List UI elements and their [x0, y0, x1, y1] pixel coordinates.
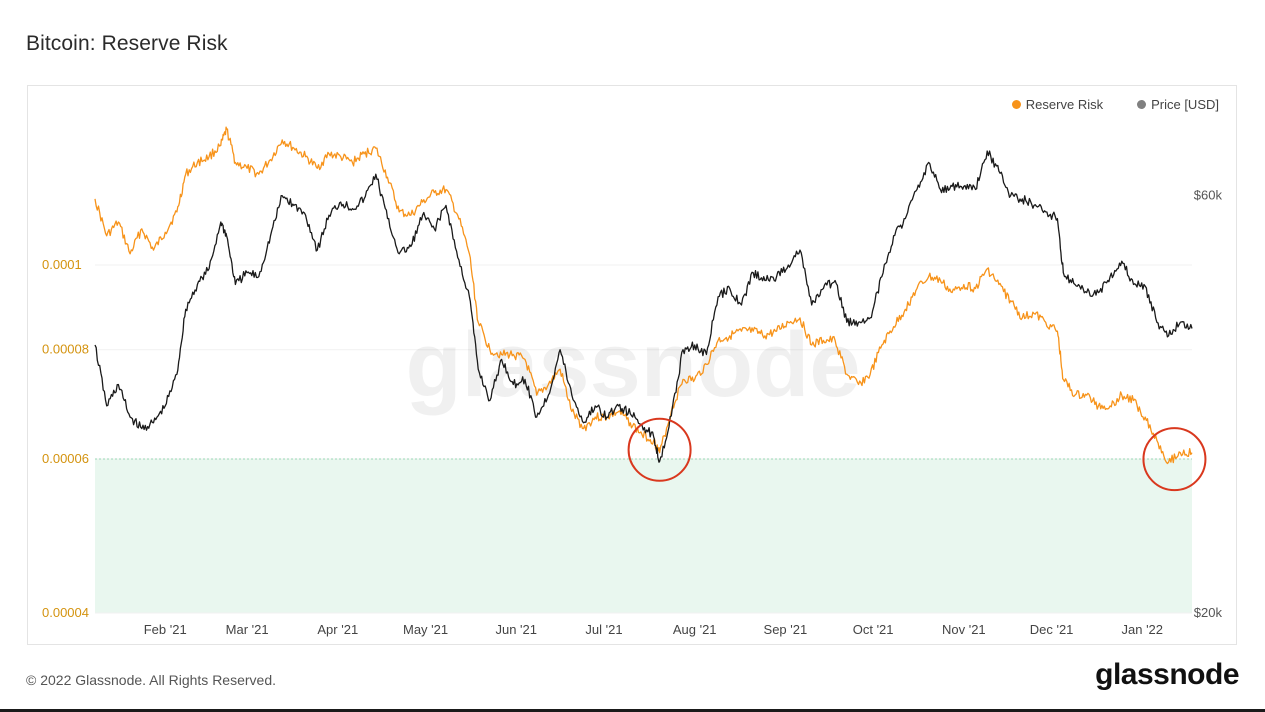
reserve-risk-line — [94, 126, 1193, 465]
copyright-notice: © 2022 Glassnode. All Rights Reserved. — [26, 672, 277, 688]
right-axis-tick-label: $60k — [1194, 188, 1223, 203]
x-axis-tick-label: Mar '21 — [226, 622, 269, 637]
highlight-circle — [1142, 427, 1207, 492]
price-dot-icon — [1137, 100, 1147, 109]
legend-label: Reserve Risk — [1025, 97, 1104, 112]
bottom-divider — [0, 709, 1265, 712]
legend-item-price[interactable]: Price [USD] — [1137, 97, 1219, 112]
chart-legend: Reserve Risk Price [USD] — [1011, 97, 1219, 112]
left-axis-tick-label: 0.00008 — [42, 342, 89, 357]
x-axis-tick-label: Jan '22 — [1122, 622, 1164, 637]
glassnode-logo[interactable]: glassnode — [1095, 658, 1239, 691]
reserve-risk-chart: glassnode 0.00004 0.00006 0.00008 0.0001 $20k… — [42, 126, 1223, 637]
left-axis-tick-label: 0.0001 — [42, 257, 82, 272]
chart-frame: glassnode 0.00004 0.00006 0.00008 0.0001 $20k… — [27, 85, 1237, 645]
x-axis-tick-label: May '21 — [403, 622, 448, 637]
x-axis-tick-label: Sep '21 — [764, 622, 808, 637]
left-axis-tick-label: 0.00004 — [42, 605, 89, 620]
x-axis-tick-label: Apr '21 — [317, 622, 358, 637]
x-axis-tick-label: Jul '21 — [585, 622, 622, 637]
x-axis-tick-label: Oct '21 — [853, 622, 894, 637]
threshold-zone — [95, 459, 1192, 613]
left-axis-tick-label: 0.00006 — [42, 451, 89, 466]
highlight-circle — [627, 417, 692, 482]
watermark-text: glassnode — [405, 314, 860, 416]
x-axis-tick-label: Dec '21 — [1030, 622, 1074, 637]
legend-item-reserve-risk[interactable]: Reserve Risk — [1011, 97, 1104, 112]
x-axis-tick-label: Nov '21 — [942, 622, 986, 637]
reserve-risk-dot-icon — [1011, 100, 1021, 109]
x-axis-tick-label: Jun '21 — [495, 622, 537, 637]
page-title: Bitcoin: Reserve Risk — [26, 32, 228, 55]
legend-label: Price [USD] — [1151, 97, 1219, 112]
x-axis-tick-label: Feb '21 — [144, 622, 187, 637]
right-axis-tick-label: $20k — [1194, 605, 1223, 620]
x-axis-tick-label: Aug '21 — [673, 622, 717, 637]
